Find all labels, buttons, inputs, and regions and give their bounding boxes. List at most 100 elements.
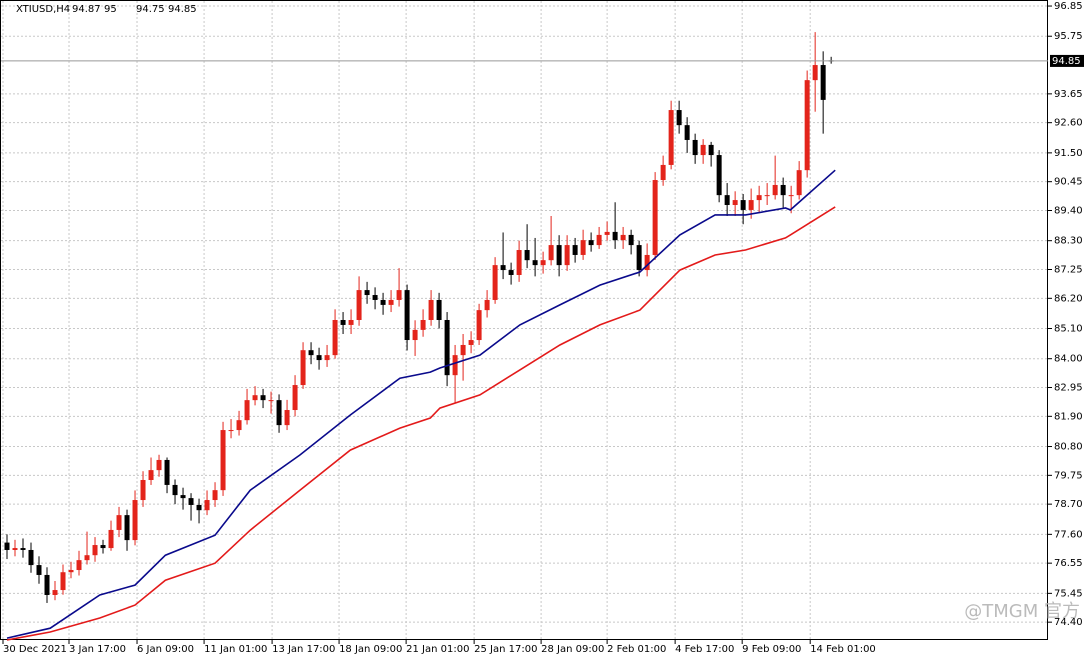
candle-body [220,430,226,491]
grid [1,1,1048,640]
y-tick-label: 91.50 [1054,148,1083,159]
x-tick-label: 25 Jan 17:00 [474,644,537,655]
y-tick-label: 95.75 [1054,31,1083,42]
candle-body [284,410,290,426]
header: XTIUSD,H4 94.87 95 94.75 94.85 [16,4,197,15]
candle-body [188,498,194,505]
candle-body [372,295,378,300]
candle-body [236,420,242,431]
x-tick-label: 2 Feb 01:00 [607,644,666,655]
candle-body [124,515,130,541]
x-tick-label: 18 Jan 09:00 [339,644,402,655]
candle-body [684,125,690,140]
candle-body [708,144,714,156]
candle-body [660,164,666,181]
x-tick-label: 30 Dec 2021 [3,644,67,655]
candle-body [500,265,506,271]
y-tick-label: 74.40 [1054,617,1083,628]
y-tick-label: 78.70 [1054,499,1083,510]
candle-body [652,180,658,255]
candle-body [452,355,458,376]
candle-body [364,290,370,296]
candle-body [484,299,490,311]
x-tick-label: 11 Jan 01:00 [204,644,267,655]
x-tick-label: 13 Jan 17:00 [272,644,335,655]
x-tick-label: 4 Feb 17:00 [675,644,734,655]
candle-body [36,565,42,575]
y-tick-label: 90.45 [1054,177,1083,188]
candle-body [700,144,706,156]
candle-body [52,590,58,595]
candle-body [780,184,786,196]
close-value: 94.85 [168,4,197,15]
candle-body [388,299,394,305]
y-tick-label: 84.00 [1054,354,1083,365]
candle-body [140,480,146,501]
candle-body [92,545,98,556]
candle-body [420,320,426,330]
open-value: 94.87 [72,4,101,15]
candle-body [532,260,538,266]
candle-body [116,515,122,530]
candle-body [12,548,18,550]
watermark: @TMGM 官方 [964,601,1080,622]
candle-body [396,290,402,300]
candle-body [444,320,450,376]
candle-body [404,290,410,341]
candle-body [348,320,354,325]
candle-body [164,459,170,485]
candle-body [212,490,218,501]
candle-body [108,529,114,549]
candle-body [612,231,618,241]
candle-body [276,400,282,426]
candle-body [4,542,10,550]
candle-body [724,195,730,206]
y-tick-label: 85.10 [1054,324,1083,335]
y-tick-label: 92.60 [1054,118,1083,129]
x-tick-label: 14 Feb 01:00 [810,644,876,655]
moving-average [6,206,836,641]
candle-body [476,310,482,341]
y-tick-label: 86.20 [1054,293,1083,304]
candle-body [516,250,522,275]
candle-body [540,260,546,266]
candle-body [356,290,362,320]
candle-body [556,245,562,266]
candle-body [292,385,298,411]
candle-body [716,155,722,196]
candle-body [68,570,74,573]
high-value: 95 [104,4,117,15]
candle-body [668,110,674,165]
candle-body [644,254,650,271]
symbol: XTIUSD,H4 [16,4,70,15]
candle-body [204,500,210,511]
candle-body [308,350,314,356]
candle-body [508,270,514,275]
candle-body [796,170,802,196]
candle-body [252,395,258,401]
candle-body [732,200,738,206]
x-tick-label: 21 Jan 01:00 [406,644,469,655]
y-tick-label: 81.90 [1054,411,1083,422]
x-tick-label: 6 Jan 09:00 [137,644,194,655]
candle-body [412,329,418,341]
candle-body [84,555,90,561]
moving-average [6,169,836,639]
y-tick-label: 82.95 [1054,383,1083,394]
candle-body [692,139,698,156]
candle-body [636,245,642,271]
candle-body [492,265,498,300]
candle-body [20,548,26,550]
candle-body [268,400,274,402]
candle-body [28,549,34,566]
candle-body [772,184,778,196]
y-tick-label: 79.75 [1054,470,1083,481]
y-tick-label: 96.85 [1054,1,1083,12]
candle-body [788,195,794,197]
candle-body [316,355,322,361]
candle-body [60,572,66,591]
y-tick-label: 76.55 [1054,558,1083,569]
y-tick-label: 75.45 [1054,588,1083,599]
y-tick-label: 93.65 [1054,89,1083,100]
y-tick-label: 89.40 [1054,205,1083,216]
